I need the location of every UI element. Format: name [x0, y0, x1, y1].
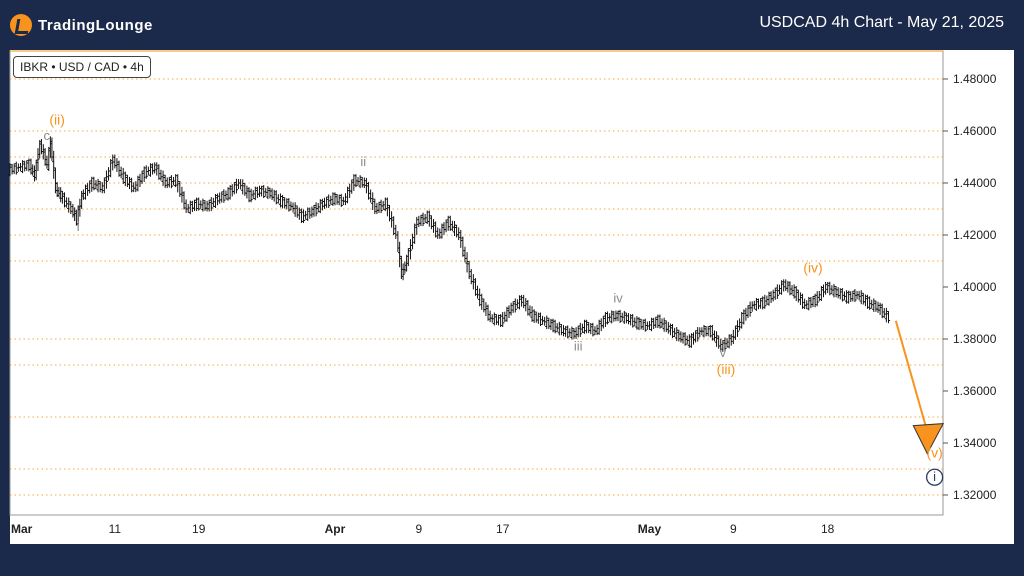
x-tick-label: 17	[496, 522, 510, 536]
wave-label-i-circled: i	[933, 469, 936, 484]
y-tick-label: 1.42000	[953, 228, 997, 242]
y-tick-label: 1.32000	[953, 488, 997, 502]
wave-label-ii-gray: ii	[360, 154, 366, 169]
wave-label-c-gray: c	[43, 128, 50, 143]
logo-icon	[10, 14, 32, 36]
wave-label-iii-orange: (iii)	[717, 361, 736, 377]
wave-label-iv-orange: (iv)	[803, 260, 822, 276]
y-tick-label: 1.38000	[953, 332, 997, 346]
x-tick-label: 9	[415, 522, 422, 536]
brand-logo: TradingLounge	[10, 14, 153, 36]
y-tick-label: 1.44000	[953, 176, 997, 190]
projection-arrow-head	[912, 423, 945, 455]
symbol-label: IBKR • USD / CAD • 4h	[13, 56, 151, 78]
x-tick-label: 9	[730, 522, 737, 536]
wave-label-v-gray: v	[720, 345, 727, 360]
wave-label-ii-orange: (ii)	[49, 112, 65, 128]
y-tick-label: 1.40000	[953, 280, 997, 294]
wave-label-v-orange: (v)	[926, 444, 942, 460]
x-tick-label: 18	[821, 522, 835, 536]
y-tick-label: 1.36000	[953, 384, 997, 398]
wave-label-i-gray: i	[77, 219, 80, 234]
plot-border	[9, 50, 944, 516]
x-tick-label: 11	[109, 522, 122, 536]
x-tick-label: 19	[192, 522, 206, 536]
projection-arrow-line	[894, 320, 929, 432]
header-bar: TradingLounge USDCAD 4h Chart - May 21, …	[0, 0, 1024, 48]
chart-title: USDCAD 4h Chart - May 21, 2025	[759, 14, 1004, 31]
wave-label-circle	[925, 468, 944, 486]
y-tick-label: 1.48000	[953, 72, 997, 86]
y-tick-label: 1.34000	[953, 436, 997, 450]
y-tick-label: 1.46000	[953, 124, 997, 138]
wave-label-iv-gray: iv	[613, 291, 623, 306]
x-tick-label: Apr	[325, 522, 346, 536]
wave-label-iii-gray: iii	[574, 339, 583, 354]
x-tick-label: May	[638, 522, 662, 536]
brand-name: TradingLounge	[38, 16, 153, 34]
x-tick-label: Mar	[11, 522, 33, 536]
